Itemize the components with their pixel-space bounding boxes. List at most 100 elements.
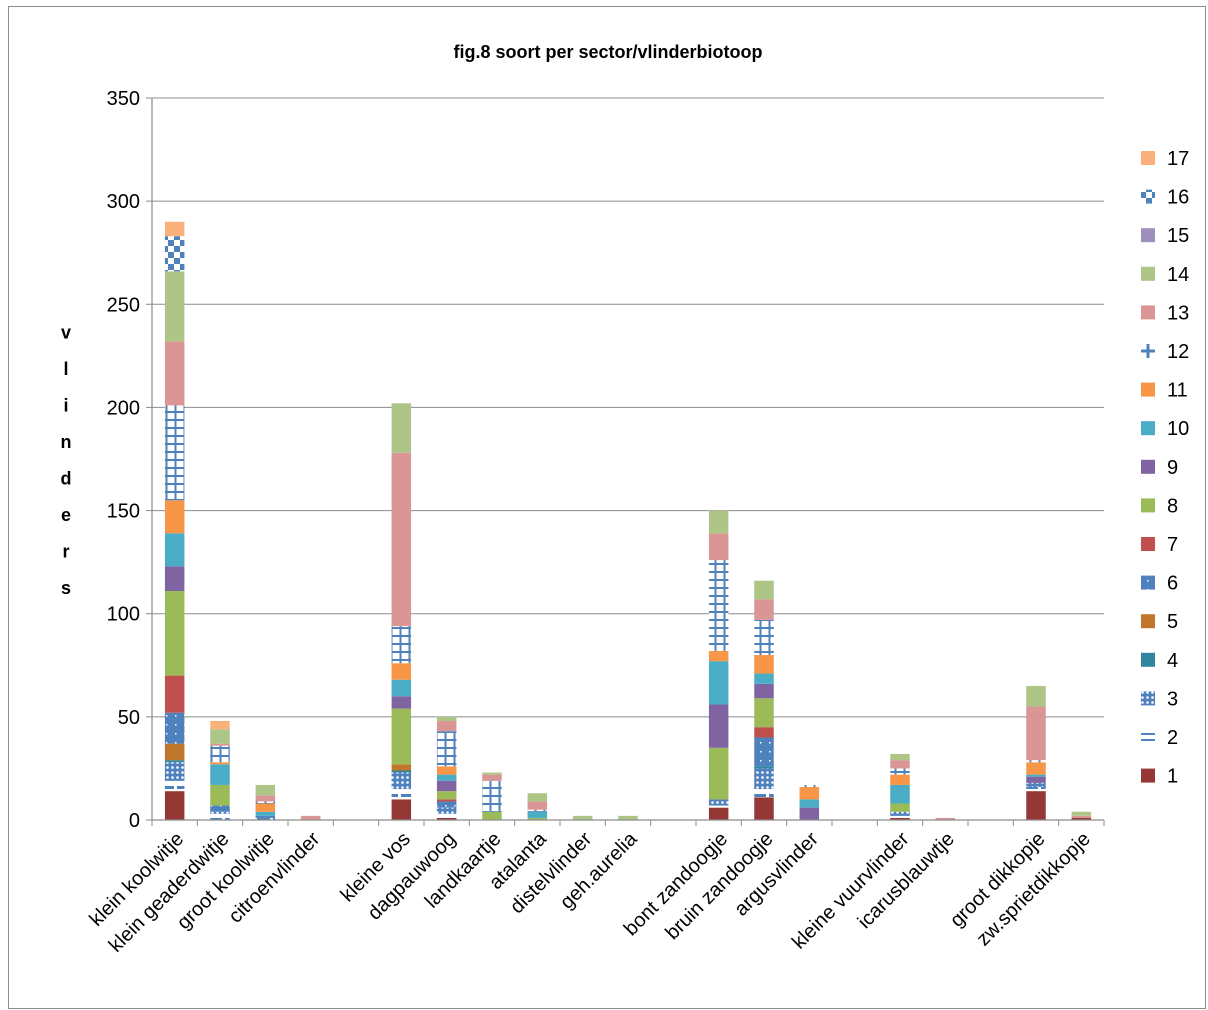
bar-segment-series-8: [708, 747, 729, 800]
legend-label: 14: [1167, 264, 1189, 286]
bar-segment-series-1: [1071, 817, 1092, 820]
bar-segment-series-3: [391, 772, 412, 790]
bar-segment-series-13: [436, 720, 457, 732]
y-axis-label-letter: r: [62, 541, 69, 561]
legend-item-9: 9: [1141, 457, 1178, 479]
bar-segment-series-12: [391, 626, 412, 664]
bar-segment-series-13: [164, 341, 185, 406]
bar-segment-series-10: [436, 774, 457, 781]
bar-segment-series-5: [164, 743, 185, 761]
legend-marker: [1141, 575, 1155, 590]
bar-segment-series-7: [164, 675, 185, 713]
bar-segment-series-11: [255, 803, 276, 812]
bar-segment-series-3: [210, 811, 230, 814]
y-axis-label-letter: s: [61, 578, 71, 598]
legend-item-16: 16: [1141, 187, 1189, 209]
y-axis-label-letter: d: [61, 468, 72, 488]
bar-segment-series-6: [164, 712, 185, 744]
bar-segment-series-14: [618, 815, 638, 820]
y-axis-label-letter: v: [61, 322, 71, 342]
bar-segment-series-14: [708, 510, 729, 534]
bar-segment-series-11: [754, 654, 774, 674]
legend-item-13: 13: [1141, 302, 1189, 324]
bar-segment-series-11: [391, 663, 412, 680]
bar-segment-series-4: [754, 766, 774, 769]
bar-segment-series-10: [527, 811, 548, 818]
bar-segment-series-5: [391, 764, 412, 771]
bar-segment-series-14: [255, 784, 276, 796]
bar-segment-series-9: [708, 704, 729, 748]
bar-segment-series-10: [210, 764, 230, 785]
bar-segment-series-1: [391, 799, 412, 820]
bar-segment-series-14: [391, 403, 412, 453]
bar-segment-series-17: [164, 221, 185, 237]
legend-item-1: 1: [1141, 766, 1178, 788]
bar-segment-series-2: [890, 815, 910, 818]
bar-segment-series-2: [210, 813, 230, 820]
bar-segment-series-14: [210, 729, 230, 744]
y-tick-label: 50: [118, 707, 140, 729]
bar-segment-series-13: [890, 760, 910, 769]
bar-segment-series-8: [890, 803, 910, 812]
legend-marker: [1141, 151, 1155, 165]
legend-marker: [1141, 228, 1155, 243]
bar-segment-series-13: [300, 815, 321, 820]
bar-segment-series-10: [708, 661, 729, 705]
legend-label: 16: [1167, 187, 1189, 209]
bar-segment-series-12: [890, 768, 910, 775]
bar-segment-series-14: [754, 580, 774, 600]
bar-segment-series-8: [482, 811, 502, 820]
legend-marker: [1141, 266, 1155, 281]
bar-segment-series-8: [210, 784, 230, 806]
legend-label: 1: [1167, 766, 1178, 788]
bar-segment-series-6: [210, 805, 230, 812]
y-tick-label: 200: [107, 397, 140, 419]
chart-title: fig.8 soort per sector/vlinderbiotoop: [453, 42, 762, 62]
legend-item-12: 12: [1141, 341, 1189, 363]
bar-segment-series-12: [164, 405, 185, 501]
bar-segment-series-10: [391, 679, 412, 697]
bar-segment-series-11: [210, 762, 230, 765]
bar-segment-series-1: [164, 791, 185, 820]
legend-item-14: 14: [1141, 264, 1189, 286]
bar-segment-series-12: [255, 801, 276, 804]
bar-segment-series-9: [164, 566, 185, 592]
bar-segment-series-7: [754, 727, 774, 738]
bar-segment-series-8: [754, 698, 774, 728]
legend-label: 4: [1167, 650, 1178, 672]
bar-segment-series-11: [436, 766, 457, 775]
y-tick-label: 150: [107, 501, 140, 523]
legend-label: 3: [1167, 688, 1178, 710]
legend-marker: [1141, 498, 1155, 513]
bar-segment-series-10: [1026, 774, 1046, 777]
bar-segment-series-1: [708, 807, 729, 820]
bar-segment-series-3: [436, 807, 457, 814]
bar-segment-series-6: [255, 815, 276, 818]
bar-segment-series-2: [391, 789, 412, 800]
legend-label: 17: [1167, 148, 1189, 170]
bar-segment-series-13: [754, 599, 774, 620]
legend-item-15: 15: [1141, 225, 1189, 247]
legend-marker: [1141, 733, 1155, 741]
bar-segment-series-3: [754, 768, 774, 790]
legend-marker: [1141, 652, 1155, 667]
legend-item-3: 3: [1141, 688, 1178, 710]
bar-segment-series-17: [210, 720, 230, 730]
legend-marker: [1141, 305, 1155, 320]
y-tick-label: 300: [107, 191, 140, 213]
bar-segment-series-12: [1026, 760, 1046, 763]
bar-segment-series-10: [890, 784, 910, 804]
legend-label: 5: [1167, 611, 1178, 633]
legend-marker: [1141, 189, 1155, 204]
y-tick-label: 100: [107, 604, 140, 626]
bar-segment-series-2: [436, 813, 457, 818]
bar-segment-series-10: [255, 811, 276, 816]
bar-segment-series-9: [799, 807, 820, 820]
bar-segment-series-11: [1026, 762, 1046, 775]
bar-segment-series-2: [1026, 786, 1046, 792]
bar-segment-series-14: [527, 793, 548, 802]
legend-label: 10: [1167, 418, 1189, 440]
